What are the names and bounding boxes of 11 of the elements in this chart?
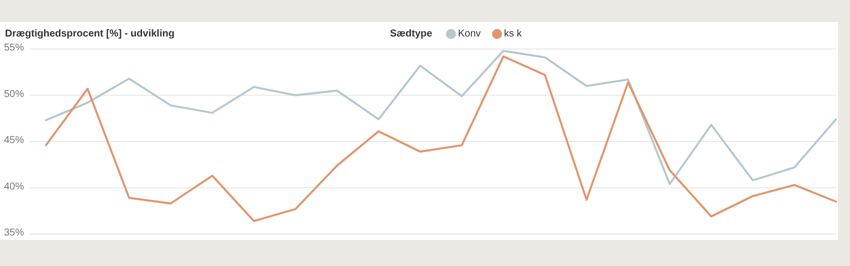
chart-title: Drægtighedsprocent [%] - udvikling bbox=[5, 28, 174, 40]
y-tick-label: 40% bbox=[4, 181, 24, 192]
line-series bbox=[45, 50, 837, 186]
y-tick-label: 50% bbox=[4, 88, 24, 100]
legend-title: Sædtype bbox=[390, 28, 433, 40]
y-tick-label: 35% bbox=[4, 228, 24, 239]
y-tick-label: 55% bbox=[4, 42, 24, 54]
legend-label: Konv bbox=[458, 28, 481, 40]
y-tick-label: 45% bbox=[4, 135, 24, 146]
line-series bbox=[45, 55, 837, 222]
legend-label: ks k bbox=[504, 28, 523, 40]
